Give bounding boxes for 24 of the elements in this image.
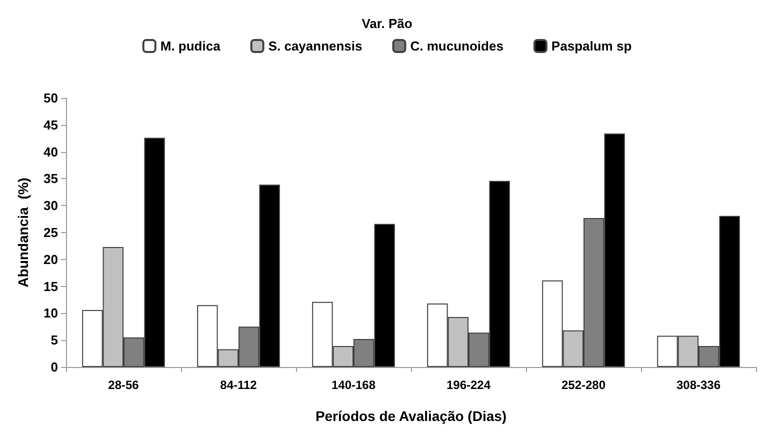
x-tick-label: 28-56 (108, 378, 140, 392)
x-tick-label: 140-168 (331, 378, 376, 392)
y-tick-label: 40 (44, 144, 58, 160)
y-tick-label: 30 (44, 198, 58, 214)
y-tick-label: 35 (44, 171, 58, 186)
y-tick-label: 25 (44, 225, 58, 240)
x-tick-label: 252-280 (561, 378, 606, 392)
x-tick-label: 196-224 (446, 378, 491, 392)
y-tick-label: 10 (44, 306, 58, 321)
y-tick-label: 0 (50, 360, 58, 374)
legend-label: S. cayannensis (268, 38, 362, 54)
x-axis-title: Períodos de Avaliação (Dias) (315, 408, 507, 424)
y-tick-label: 15 (44, 278, 58, 294)
legend-label: M. pudica (160, 38, 222, 54)
y-axis-title: Abundancia (%) (15, 178, 31, 288)
y-tick-label: 45 (44, 117, 58, 132)
y-tick-label: 20 (44, 252, 58, 267)
x-tick-label: 84-112 (220, 378, 258, 392)
x-tick-label: 308-336 (676, 378, 721, 392)
y-tick-label: 5 (50, 332, 58, 348)
legend-label: Paspalum sp (551, 38, 632, 54)
chart-title: Var. Pão (362, 16, 412, 31)
legend-label: C. mucunoides (410, 38, 504, 54)
y-tick-label: 50 (44, 90, 58, 106)
